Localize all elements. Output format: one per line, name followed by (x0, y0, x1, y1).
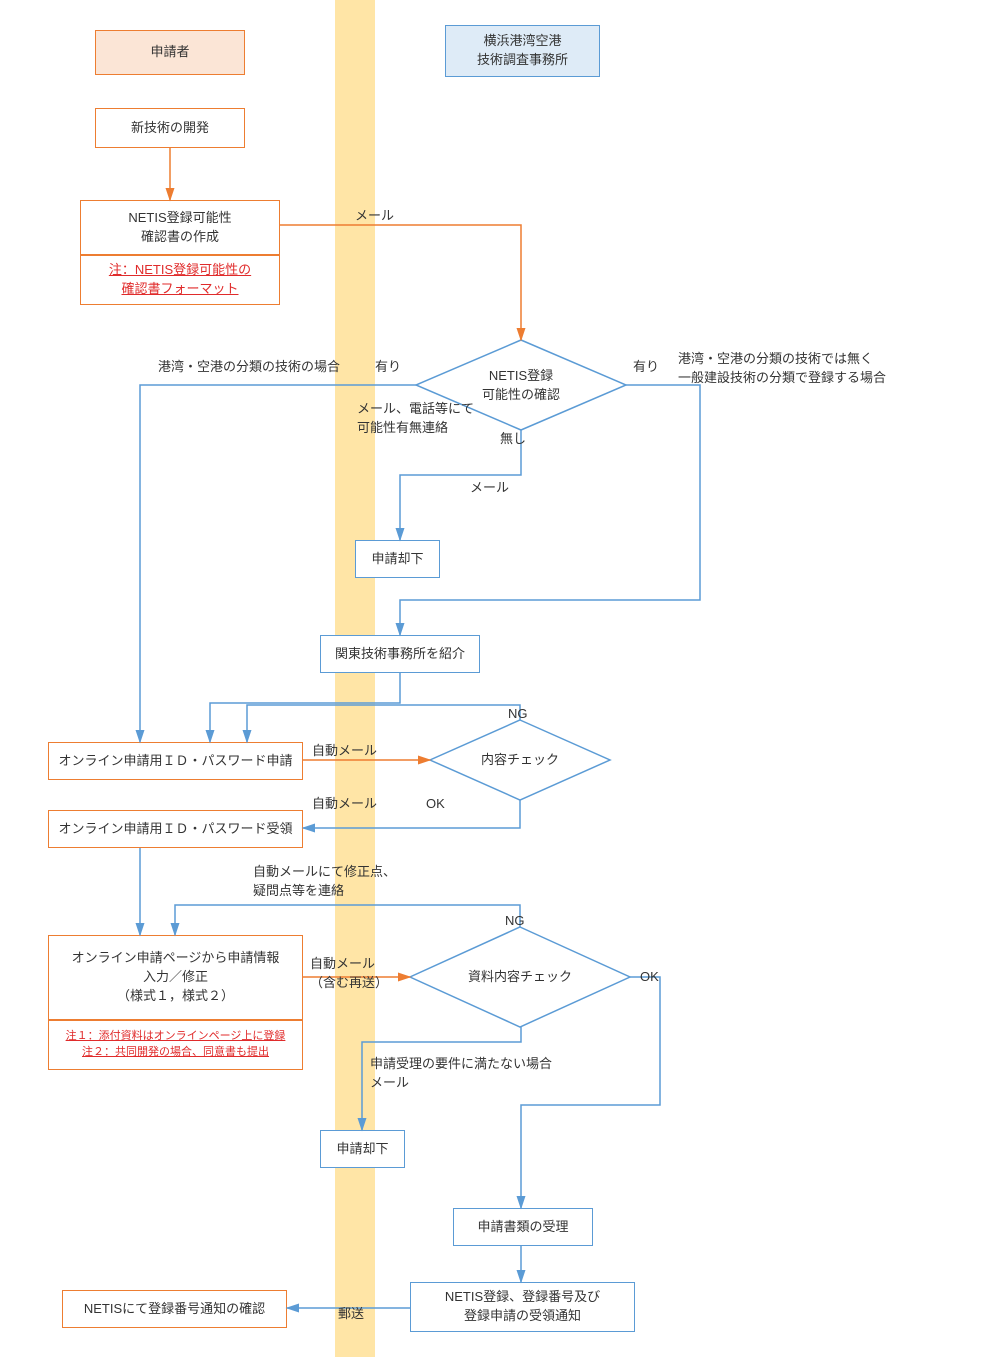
label-ari-left: 有り (375, 358, 401, 377)
node-notify: NETIS登録、登録番号及び 登録申請の受領通知 (410, 1282, 635, 1332)
node-confirm: NETISにて登録番号通知の確認 (62, 1290, 287, 1328)
decision-material-check-label: 資料内容チェック (440, 968, 600, 987)
node-new-tech: 新技術の開発 (95, 108, 245, 148)
label-ng-2: NG (505, 912, 525, 931)
label-phone-mail: メール、電話等にて 可能性有無連絡 (357, 400, 474, 438)
label-ok-1: OK (426, 795, 445, 814)
flowchart-canvas: 申請者 横浜港湾空港 技術調査事務所 新技術の開発 NETIS登録可能性 確認書… (0, 0, 1000, 1357)
label-fixmail: 自動メールにて修正点、 疑問点等を連絡 (253, 863, 396, 901)
header-office-label: 横浜港湾空港 技術調査事務所 (477, 32, 568, 70)
label-post: 郵送 (338, 1305, 364, 1324)
node-netis-form-note: 注：NETIS登録可能性の 確認書フォーマット (80, 255, 280, 305)
label-mail-1: メール (355, 207, 394, 226)
node-reject-1: 申請却下 (355, 540, 440, 578)
label-ari-right: 有り (633, 358, 659, 377)
node-apply-info-note: 注１：添付資料はオンラインページ上に登録 注２：共同開発の場合、同意書も提出 (48, 1020, 303, 1070)
label-automail-2: 自動メール (312, 795, 377, 814)
label-automail-3: 自動メール （含む再送） (310, 955, 388, 993)
node-apply-info: オンライン申請ページから申請情報 入力／修正 （様式１，様式２） (48, 935, 303, 1020)
node-reject-2: 申請却下 (320, 1130, 405, 1168)
label-mail-2: メール (470, 479, 509, 498)
header-office: 横浜港湾空港 技術調査事務所 (445, 25, 600, 77)
node-accept: 申請書類の受理 (453, 1208, 593, 1246)
header-applicant-label: 申請者 (150, 43, 189, 62)
label-insufficient: 申請受理の要件に満たない場合 メール (370, 1055, 552, 1093)
node-netis-form: NETIS登録可能性 確認書の作成 (80, 200, 280, 255)
node-kanto-intro: 関東技術事務所を紹介 (320, 635, 480, 673)
decision-content-check-label: 内容チェック (440, 751, 600, 770)
label-ng-1: NG (508, 705, 528, 724)
header-applicant: 申請者 (95, 30, 245, 75)
label-nashi: 無し (500, 430, 526, 449)
node-idpw-receive: オンライン申請用ＩＤ・パスワード受領 (48, 810, 303, 848)
label-automail-1: 自動メール (312, 742, 377, 761)
node-idpw-apply: オンライン申請用ＩＤ・パスワード申請 (48, 742, 303, 780)
label-port-category: 港湾・空港の分類の技術の場合 (158, 358, 340, 377)
label-ok-2: OK (640, 968, 659, 987)
label-nonport-category: 港湾・空港の分類の技術では無く 一般建設技術の分類で登録する場合 (678, 350, 886, 388)
